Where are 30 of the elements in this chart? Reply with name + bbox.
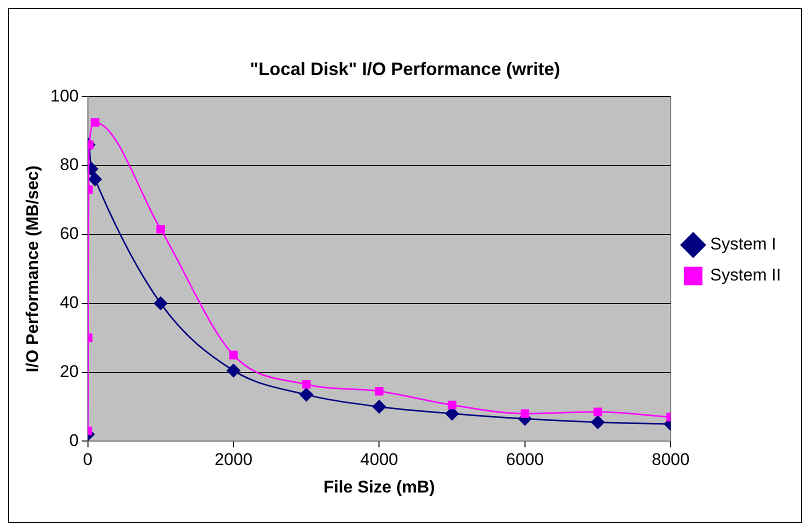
point xyxy=(302,380,311,389)
legend-label: System I xyxy=(710,234,776,254)
point xyxy=(226,364,240,378)
y-tick-label: 20 xyxy=(60,362,79,381)
point xyxy=(374,386,384,396)
y-tick-label: 40 xyxy=(60,293,79,312)
x-axis-title: File Size (mB) xyxy=(323,477,435,496)
y-tick-label: 80 xyxy=(60,155,79,174)
point xyxy=(90,118,100,127)
y-axis-title: I/O Performance (MB/sec) xyxy=(22,165,42,372)
x-tick-label: 8000 xyxy=(652,450,690,470)
point xyxy=(154,296,168,310)
point xyxy=(88,172,102,186)
y-tick-label: 0 xyxy=(69,430,79,450)
x-tick-label: 6000 xyxy=(506,450,544,470)
point xyxy=(300,388,314,402)
point xyxy=(229,350,238,360)
chart-title: "Local Disk" I/O Performance (write) xyxy=(250,58,560,79)
point xyxy=(372,400,386,414)
point xyxy=(448,400,456,410)
point xyxy=(594,408,602,416)
point xyxy=(520,409,530,418)
point xyxy=(156,224,165,234)
legend-label: System II xyxy=(710,266,782,285)
point xyxy=(591,415,605,429)
x-tick-label: 0 xyxy=(83,450,92,470)
y-tick-label: 60 xyxy=(60,224,79,244)
y-tick-label: 100 xyxy=(50,86,79,106)
x-tick-label: 4000 xyxy=(360,450,398,470)
x-tick-label: 2000 xyxy=(214,450,252,470)
